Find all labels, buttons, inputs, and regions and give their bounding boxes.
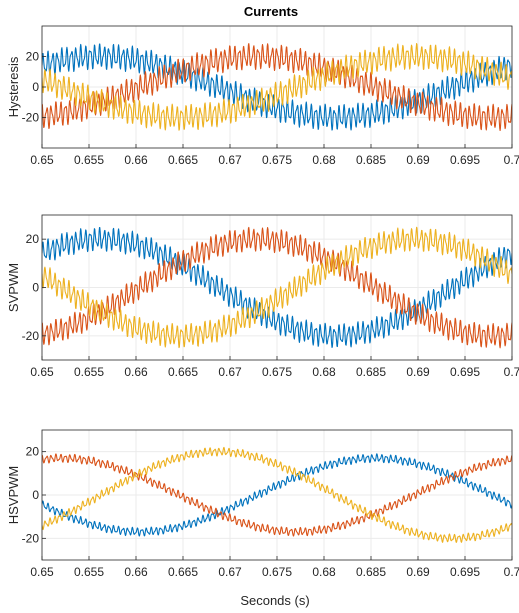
series-phase-2-line [42, 453, 512, 537]
x-axis-label: Seconds (s) [240, 593, 309, 608]
series-phase-3-line [42, 43, 512, 131]
x-tick-label: 0.695 [450, 153, 480, 167]
x-tick-label: 0.655 [74, 365, 104, 379]
x-tick-label: 0.695 [450, 365, 480, 379]
series-group [42, 43, 512, 132]
y-tick-label: 20 [26, 445, 40, 459]
y-tick-label: 0 [32, 488, 39, 502]
y-tick-label: -20 [22, 111, 40, 125]
x-tick-label: 0.685 [356, 365, 386, 379]
series-group [42, 226, 512, 349]
x-tick-label: 0.69 [406, 153, 430, 167]
figure-title: Currents [244, 4, 298, 19]
x-tick-label: 0.665 [168, 565, 198, 579]
x-tick-label: 0.65 [30, 565, 54, 579]
x-tick-label: 0.685 [356, 153, 386, 167]
series-phase-3-line [42, 446, 512, 543]
x-tick-label: 0.65 [30, 365, 54, 379]
x-tick-label: 0.675 [262, 153, 292, 167]
y-tick-label: -20 [22, 329, 40, 343]
y-tick-label: -20 [22, 531, 40, 545]
y-tick-label: 20 [26, 50, 40, 64]
subplot-3: 0.65 0.655 0.66 0.665 0.67 0.675 0.68 0.685 0.69… [6, 429, 519, 579]
x-tick-label: 0.665 [168, 153, 198, 167]
y-axis-label: Hysteresis [6, 56, 21, 117]
x-tick-label: 0.67 [218, 365, 242, 379]
x-tick-label: 0.67 [218, 153, 242, 167]
series-phase-1-line [42, 227, 512, 348]
y-axis-label: SVPWM [6, 263, 21, 312]
x-tick-label: 0.66 [124, 365, 148, 379]
x-tick-label: 0.66 [124, 153, 148, 167]
x-tick-label: 0.69 [406, 565, 430, 579]
subplot-1: 0.65 0.655 0.66 0.665 0.67 0.675 0.68 0.685 0.69… [6, 25, 519, 167]
x-tick-label: 0.65 [30, 153, 54, 167]
x-tick-label: 0.7 [504, 565, 519, 579]
x-tick-label: 0.665 [168, 365, 198, 379]
y-axis-label: HSVPWM [6, 466, 21, 525]
x-tick-label: 0.68 [312, 365, 336, 379]
x-tick-label: 0.685 [356, 565, 386, 579]
y-tick-label: 0 [32, 281, 39, 295]
series-phase-1-line [42, 43, 512, 131]
series-phase-3-line [42, 226, 512, 349]
x-tick-label: 0.7 [504, 153, 519, 167]
x-tick-label: 0.66 [124, 565, 148, 579]
x-tick-label: 0.655 [74, 153, 104, 167]
series-phase-2-line [42, 226, 512, 349]
subplots: 0.65 0.655 0.66 0.665 0.67 0.675 0.68 0.685 0.69… [6, 25, 519, 579]
x-tick-label: 0.69 [406, 365, 430, 379]
y-tick-label: 20 [26, 232, 40, 246]
x-tick-label: 0.655 [74, 565, 104, 579]
series-group [42, 446, 512, 543]
x-tick-label: 0.675 [262, 365, 292, 379]
x-tick-label: 0.675 [262, 565, 292, 579]
subplot-2: 0.65 0.655 0.66 0.665 0.67 0.675 0.68 0.685 0.69… [6, 214, 519, 379]
x-tick-label: 0.7 [504, 365, 519, 379]
x-tick-label: 0.68 [312, 565, 336, 579]
y-tick-label: 0 [32, 80, 39, 94]
x-tick-label: 0.695 [450, 565, 480, 579]
series-phase-1-line [42, 453, 512, 537]
x-tick-label: 0.67 [218, 565, 242, 579]
x-tick-label: 0.68 [312, 153, 336, 167]
